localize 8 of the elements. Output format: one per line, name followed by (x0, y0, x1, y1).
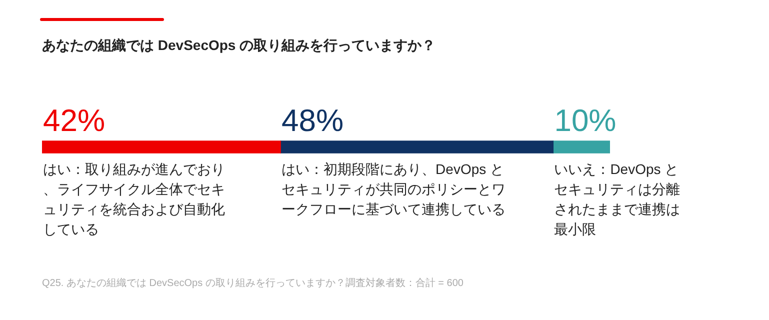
series-label: はい：取り組みが進んでおり、ライフサイクル全体でセキュリティを統合および自動化している (43, 160, 225, 237)
data-label: 42% (43, 103, 106, 138)
series-label: いいえ：DevOps とセキュリティは分離されたままで連携は最小限 (554, 160, 680, 237)
data-label: 48% (282, 103, 344, 138)
series-label: はい：初期段階にあり、DevOps とセキュリティが共同のポリシーとワークフローに基づいて連携している (282, 160, 506, 217)
chart-title: あなたの組織では DevSecOps の取り組みを行っていますか？ (42, 36, 436, 53)
data-label: 10% (554, 103, 616, 138)
text: Q25. あなたの組織では DevSecOps の取り組みを行っていますか？調査対象者数：合計 = 600 (42, 276, 464, 289)
